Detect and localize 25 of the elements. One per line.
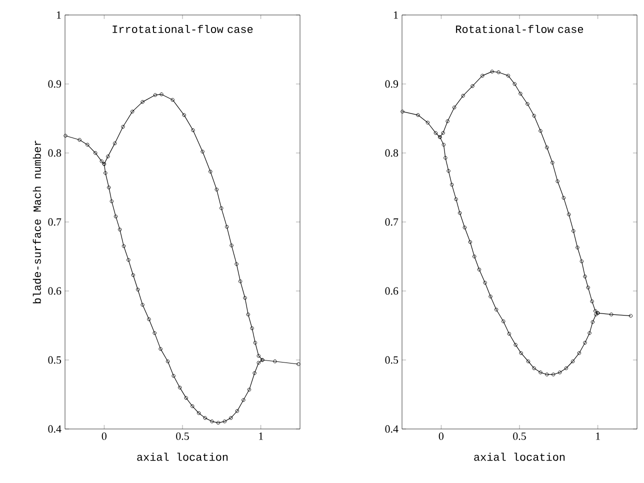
y-tick-label: 0.7 bbox=[385, 218, 398, 226]
y-tick-label: 1 bbox=[394, 11, 398, 19]
y-tick-label: 0.9 bbox=[48, 80, 62, 88]
x-tick-label: 0.5 bbox=[176, 432, 189, 440]
y-tick-label: 0.6 bbox=[48, 287, 62, 295]
x-tick-label: 0 bbox=[102, 432, 106, 440]
x-tick-label: 1 bbox=[259, 432, 263, 440]
y-tick-label: 0.8 bbox=[48, 149, 62, 157]
y-tick-label: 0.6 bbox=[385, 287, 398, 295]
x-axis-title: axial location bbox=[137, 452, 228, 461]
y-tick-label: 0.5 bbox=[48, 356, 62, 364]
y-tick-label: 0.9 bbox=[385, 80, 398, 88]
y-tick-label: 0.4 bbox=[385, 425, 398, 433]
y-tick-label: 1 bbox=[56, 11, 61, 19]
x-tick-label: 0.5 bbox=[513, 432, 526, 440]
y-tick-label: 0.5 bbox=[385, 356, 398, 364]
y-tick-label: 0.7 bbox=[48, 218, 62, 226]
x-tick-label: 0 bbox=[438, 432, 444, 440]
y-tick-label: 0.8 bbox=[385, 149, 398, 157]
x-tick-label: 1 bbox=[596, 432, 600, 440]
y-tick-label: 0.4 bbox=[48, 425, 62, 433]
x-axis-title: axial location bbox=[474, 452, 565, 461]
text: Irrotational-flow case bbox=[112, 24, 253, 33]
y-axis-title: blade-surface Mach number bbox=[32, 140, 41, 304]
text: Rotational-flow case bbox=[456, 24, 584, 33]
